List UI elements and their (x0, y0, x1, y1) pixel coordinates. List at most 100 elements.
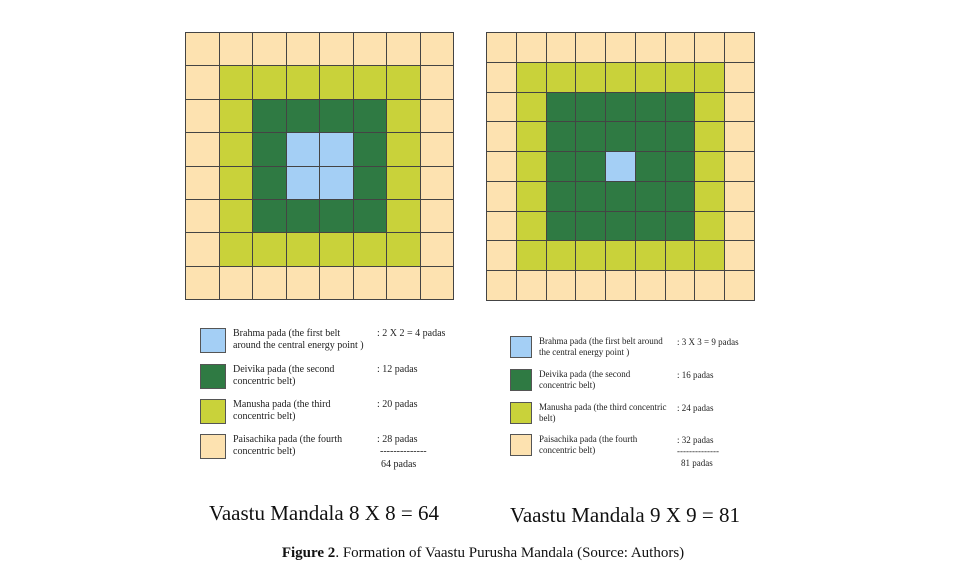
pada-cell-paisachika (725, 92, 754, 122)
mandala-8x8-grid (185, 32, 454, 300)
pada-cell-deivika (576, 211, 606, 241)
pada-cell-paisachika (186, 133, 219, 166)
pada-cell-manusha (546, 241, 576, 271)
pada-cell-paisachika (606, 33, 635, 62)
pada-cell-manusha (695, 181, 725, 211)
pada-cell-manusha (516, 62, 546, 92)
legend-label-line: Paisachika pada (the fourth (233, 434, 343, 445)
pada-cell-deivika (353, 133, 386, 166)
pada-cell-manusha (387, 66, 420, 99)
pada-cell-manusha (219, 199, 252, 233)
pada-cell-paisachika (320, 33, 353, 66)
pada-cell-deivika (546, 122, 576, 152)
pada-cell-paisachika (186, 199, 219, 233)
pada-cell-paisachika (420, 133, 453, 166)
pada-cell-deivika (546, 211, 576, 241)
pada-cell-manusha (516, 122, 546, 152)
pada-cell-manusha (219, 66, 252, 99)
pada-cell-deivika (253, 166, 286, 199)
pada-cell-manusha (665, 241, 695, 271)
pada-cell-paisachika (186, 66, 219, 99)
pada-cell-manusha (665, 62, 695, 92)
legend-label-line: Deivika pada (the second (233, 364, 335, 375)
legend-label-line: Manusha pada (the third (233, 399, 331, 410)
pada-cell-manusha (219, 233, 252, 266)
legend-label-line: concentric belt) (233, 446, 296, 457)
legend-label-line: concentric belt) (539, 380, 596, 390)
brahma-swatch (200, 328, 226, 353)
pada-cell-brahma (606, 152, 635, 181)
pada-cell-deivika (253, 133, 286, 166)
pada-cell-paisachika (576, 33, 606, 62)
pada-cell-manusha (695, 62, 725, 92)
pada-cell-manusha (695, 152, 725, 181)
pada-cell-paisachika (725, 33, 754, 62)
paisachika-swatch (200, 434, 226, 459)
pada-cell-paisachika (487, 211, 516, 241)
legend-label-line: the central energy point ) (539, 347, 630, 357)
legend-count: : 2 X 2 = 4 padas (377, 328, 446, 339)
pada-cell-deivika (635, 211, 665, 241)
pada-cell-deivika (286, 99, 319, 133)
pada-cell-paisachika (725, 122, 754, 152)
pada-cell-manusha (219, 133, 252, 166)
pada-cell-manusha (516, 152, 546, 181)
pada-cell-manusha (387, 99, 420, 133)
pada-cell-deivika (665, 181, 695, 211)
pada-cell-manusha (695, 241, 725, 271)
pada-cell-deivika (546, 92, 576, 122)
pada-cell-paisachika (546, 33, 576, 62)
pada-cell-paisachika (487, 181, 516, 211)
pada-cell-paisachika (725, 241, 754, 271)
legend-count: : 3 X 3 = 9 padas (677, 337, 739, 347)
legend-item-manusha: Manusha pada (the third concentric belt) (510, 402, 666, 424)
pada-cell-paisachika (286, 266, 319, 299)
manusha-swatch (200, 399, 226, 424)
pada-cell-paisachika (665, 271, 695, 300)
legend-count: : 12 padas (377, 364, 418, 375)
pada-cell-deivika (320, 99, 353, 133)
legend-count: : 16 padas (677, 370, 714, 380)
deivika-swatch (510, 369, 532, 391)
total-rule: -------------- (380, 446, 427, 457)
pada-cell-manusha (219, 166, 252, 199)
pada-cell-manusha (387, 166, 420, 199)
pada-cell-paisachika (635, 271, 665, 300)
legend-count: : 32 padas (677, 435, 714, 445)
pada-cell-paisachika (420, 233, 453, 266)
total-padas: 64 padas (381, 459, 417, 470)
pada-cell-paisachika (186, 166, 219, 199)
figure-caption-text: . Formation of Vaastu Purusha Mandala (S… (335, 545, 685, 561)
pada-cell-manusha (516, 211, 546, 241)
legend-label-line: Brahma pada (the first belt (233, 328, 341, 339)
legend-item-brahma: Brahma pada (the first belt around the c… (510, 336, 663, 358)
pada-cell-deivika (576, 92, 606, 122)
pada-cell-manusha (516, 181, 546, 211)
total-rule: -------------- (677, 446, 719, 456)
pada-cell-paisachika (635, 33, 665, 62)
pada-cell-manusha (546, 62, 576, 92)
pada-cell-paisachika (353, 266, 386, 299)
pada-cell-manusha (387, 133, 420, 166)
pada-cell-paisachika (487, 241, 516, 271)
pada-cell-manusha (320, 66, 353, 99)
pada-cell-manusha (320, 233, 353, 266)
pada-cell-brahma (320, 133, 353, 166)
pada-cell-paisachika (487, 122, 516, 152)
pada-cell-deivika (635, 92, 665, 122)
pada-cell-paisachika (665, 33, 695, 62)
pada-cell-deivika (320, 199, 353, 233)
pada-cell-paisachika (576, 271, 606, 300)
pada-cell-deivika (635, 122, 665, 152)
pada-cell-paisachika (320, 266, 353, 299)
legend-label-line: concentric belt) (233, 411, 296, 422)
mandala-8x8-title: Vaastu Mandala 8 X 8 = 64 (209, 501, 439, 525)
pada-cell-deivika (353, 166, 386, 199)
pada-cell-paisachika (516, 271, 546, 300)
legend-9x9: Brahma pada (the first belt around the c… (510, 336, 770, 471)
pada-cell-manusha (286, 66, 319, 99)
pada-cell-manusha (695, 122, 725, 152)
total-padas: 81 padas (681, 458, 713, 468)
pada-cell-paisachika (725, 211, 754, 241)
pada-cell-deivika (606, 92, 635, 122)
